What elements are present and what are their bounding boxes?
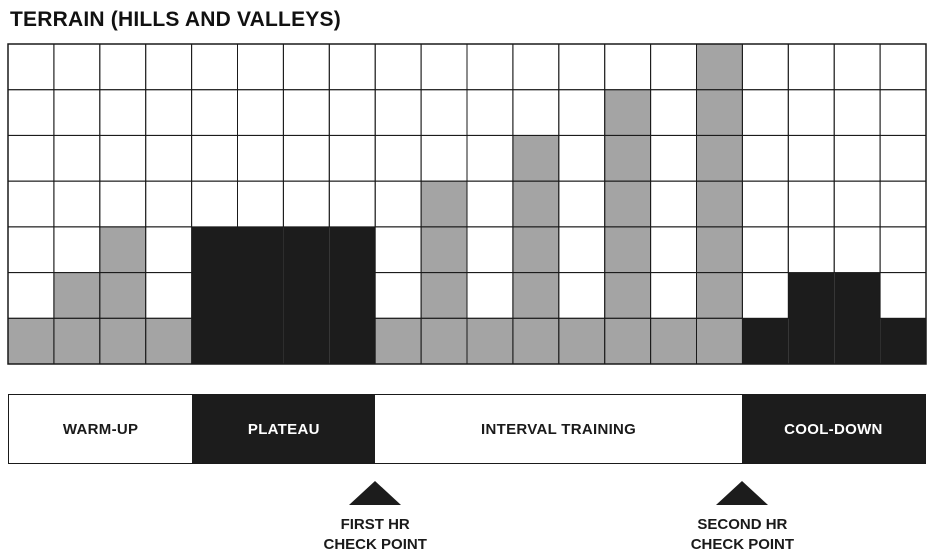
phase-cool-down: COOL-DOWN: [741, 395, 926, 463]
terrain-bar-18: [788, 272, 835, 364]
checkpoint-label: SECOND HR CHECK POINT: [690, 516, 795, 553]
terrain-bar-1: [8, 318, 54, 364]
grid-cell: [741, 272, 789, 319]
terrain-bar-12: [512, 135, 559, 364]
phase-bar: WARM-UP PLATEAU INTERVAL TRAINING COOL-DOWN: [8, 394, 926, 464]
terrain-bar-11: [467, 318, 513, 364]
checkpoint-label: FIRST HR CHECK POINT: [323, 516, 427, 553]
terrain-bar-3: [99, 226, 146, 364]
terrain-bar-8: [329, 226, 376, 364]
triangle-marker-icon: [716, 481, 769, 505]
checkpoint-marker-2: SECOND HR CHECK POINT: [682, 481, 802, 555]
phase-plateau: PLATEAU: [192, 395, 376, 463]
terrain-bar-17: [742, 318, 789, 364]
chart-title: TERRAIN (HILLS AND VALLEYS): [10, 8, 341, 31]
terrain-bar-20: [880, 318, 926, 364]
terrain-bar-16: [696, 44, 743, 364]
grid-border: [7, 43, 927, 365]
terrain-bar-9: [375, 318, 422, 364]
terrain-grid-chart: [7, 43, 927, 365]
phase-warm-up: WARM-UP: [9, 395, 193, 463]
grid-lines: [7, 43, 927, 365]
terrain-bar-5: [191, 226, 238, 364]
phase-interval-training: INTERVAL TRAINING: [375, 395, 742, 463]
terrain-bar-6: [237, 226, 284, 364]
terrain-bar-7: [283, 226, 330, 364]
checkpoint-marker-1: FIRST HR CHECK POINT: [315, 481, 435, 555]
terrain-bar-4: [145, 318, 192, 364]
triangle-marker-icon: [349, 481, 402, 505]
terrain-bar-15: [650, 318, 697, 364]
terrain-bar-13: [558, 318, 605, 364]
terrain-bar-19: [834, 272, 881, 364]
